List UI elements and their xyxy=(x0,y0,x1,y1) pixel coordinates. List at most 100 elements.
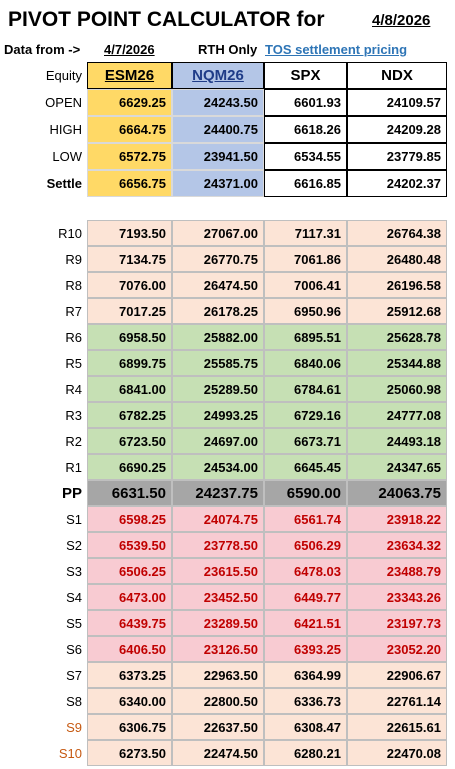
level-label: R5 xyxy=(65,355,82,371)
quote-value: 24209.28 xyxy=(347,116,447,143)
level-value: 6950.96 xyxy=(264,298,347,324)
level-value: 25628.78 xyxy=(347,324,447,350)
level-label: R10 xyxy=(58,225,82,241)
level-value: 25912.68 xyxy=(347,298,447,324)
level-label: R2 xyxy=(65,433,82,449)
level-value: 22800.50 xyxy=(172,688,264,714)
level-value: 6841.00 xyxy=(87,376,172,402)
quote-value: 6629.25 xyxy=(87,89,172,116)
level-value: 26770.75 xyxy=(172,246,264,272)
quote-value: 24400.75 xyxy=(172,116,264,143)
level-label: S6 xyxy=(66,641,82,657)
level-value: 22637.50 xyxy=(172,714,264,740)
level-value: 7006.41 xyxy=(264,272,347,298)
level-value: 6782.25 xyxy=(87,402,172,428)
level-label: R6 xyxy=(65,329,82,345)
level-value: 6273.50 xyxy=(87,740,172,766)
column-header: ESM26 xyxy=(87,62,172,89)
level-value: 22906.67 xyxy=(347,662,447,688)
level-value: 6308.47 xyxy=(264,714,347,740)
level-value: 25289.50 xyxy=(172,376,264,402)
level-value: 6958.50 xyxy=(87,324,172,350)
level-value: 22615.61 xyxy=(347,714,447,740)
level-label: S9 xyxy=(66,719,82,735)
level-value: 6723.50 xyxy=(87,428,172,454)
level-value: 24074.75 xyxy=(172,506,264,532)
quote-value: 6534.55 xyxy=(264,143,347,170)
quote-value: 6664.75 xyxy=(87,116,172,143)
level-value: 22474.50 xyxy=(172,740,264,766)
level-value: 6439.75 xyxy=(87,610,172,636)
level-value: 6506.29 xyxy=(264,532,347,558)
level-value: 23197.73 xyxy=(347,610,447,636)
level-value: 6373.25 xyxy=(87,662,172,688)
level-value: 24777.08 xyxy=(347,402,447,428)
level-value: 7017.25 xyxy=(87,298,172,324)
level-label: S7 xyxy=(66,667,82,683)
level-value: 23126.50 xyxy=(172,636,264,662)
quote-value: 6656.75 xyxy=(87,170,172,197)
quote-label: OPEN xyxy=(45,95,82,110)
level-value: 24534.00 xyxy=(172,454,264,480)
level-label: S10 xyxy=(58,745,82,761)
level-label: R9 xyxy=(65,251,82,267)
level-value: 25882.00 xyxy=(172,324,264,350)
level-value: 6784.61 xyxy=(264,376,347,402)
level-label: S8 xyxy=(66,693,82,709)
quote-value: 24371.00 xyxy=(172,170,264,197)
level-value: 6539.50 xyxy=(87,532,172,558)
source: TOS settlement pricing xyxy=(265,42,408,57)
level-value: 6506.25 xyxy=(87,558,172,584)
level-value: 23778.50 xyxy=(172,532,264,558)
level-value: 26480.48 xyxy=(347,246,447,272)
level-value: 6336.73 xyxy=(264,688,347,714)
level-label: R4 xyxy=(65,381,82,397)
level-value: 22963.50 xyxy=(172,662,264,688)
calc-date: 4/8/2026 xyxy=(372,12,431,29)
quote-value: 6572.75 xyxy=(87,143,172,170)
level-value: 22761.14 xyxy=(347,688,447,714)
column-header: NQM26 xyxy=(172,62,264,89)
level-value: 6406.50 xyxy=(87,636,172,662)
level-value: 7134.75 xyxy=(87,246,172,272)
level-label: PP xyxy=(61,484,82,502)
column-header: SPX xyxy=(264,62,347,89)
level-label: R7 xyxy=(65,303,82,319)
level-value: 27067.00 xyxy=(172,220,264,246)
quote-value: 23941.50 xyxy=(172,143,264,170)
data-date: 4/7/2026 xyxy=(104,42,155,57)
level-value: 26196.58 xyxy=(347,272,447,298)
level-value: 6306.75 xyxy=(87,714,172,740)
level-value: 24493.18 xyxy=(347,428,447,454)
quote-value: 6616.85 xyxy=(264,170,347,197)
level-value: 23488.79 xyxy=(347,558,447,584)
level-value: 22470.08 xyxy=(347,740,447,766)
level-value: 7193.50 xyxy=(87,220,172,246)
level-value: 25585.75 xyxy=(172,350,264,376)
level-value: 7076.00 xyxy=(87,272,172,298)
level-value: 6340.00 xyxy=(87,688,172,714)
quote-value: 6618.26 xyxy=(264,116,347,143)
level-value: 23918.22 xyxy=(347,506,447,532)
quote-value: 24109.57 xyxy=(347,89,447,116)
level-value: 26474.50 xyxy=(172,272,264,298)
level-value: 23343.26 xyxy=(347,584,447,610)
level-label: R3 xyxy=(65,407,82,423)
level-value: 24347.65 xyxy=(347,454,447,480)
quote-label: Settle xyxy=(46,176,82,191)
level-label: S3 xyxy=(66,563,82,579)
level-value: 24237.75 xyxy=(172,480,264,506)
level-value: 6449.77 xyxy=(264,584,347,610)
quote-label: LOW xyxy=(52,149,82,164)
level-value: 24063.75 xyxy=(347,480,447,506)
level-value: 6690.25 xyxy=(87,454,172,480)
session: RTH Only xyxy=(198,42,258,57)
quote-value: 6601.93 xyxy=(264,89,347,116)
level-label: S5 xyxy=(66,615,82,631)
level-value: 26764.38 xyxy=(347,220,447,246)
level-value: 6393.25 xyxy=(264,636,347,662)
level-value: 6478.03 xyxy=(264,558,347,584)
quote-label: HIGH xyxy=(49,122,83,137)
level-value: 25060.98 xyxy=(347,376,447,402)
